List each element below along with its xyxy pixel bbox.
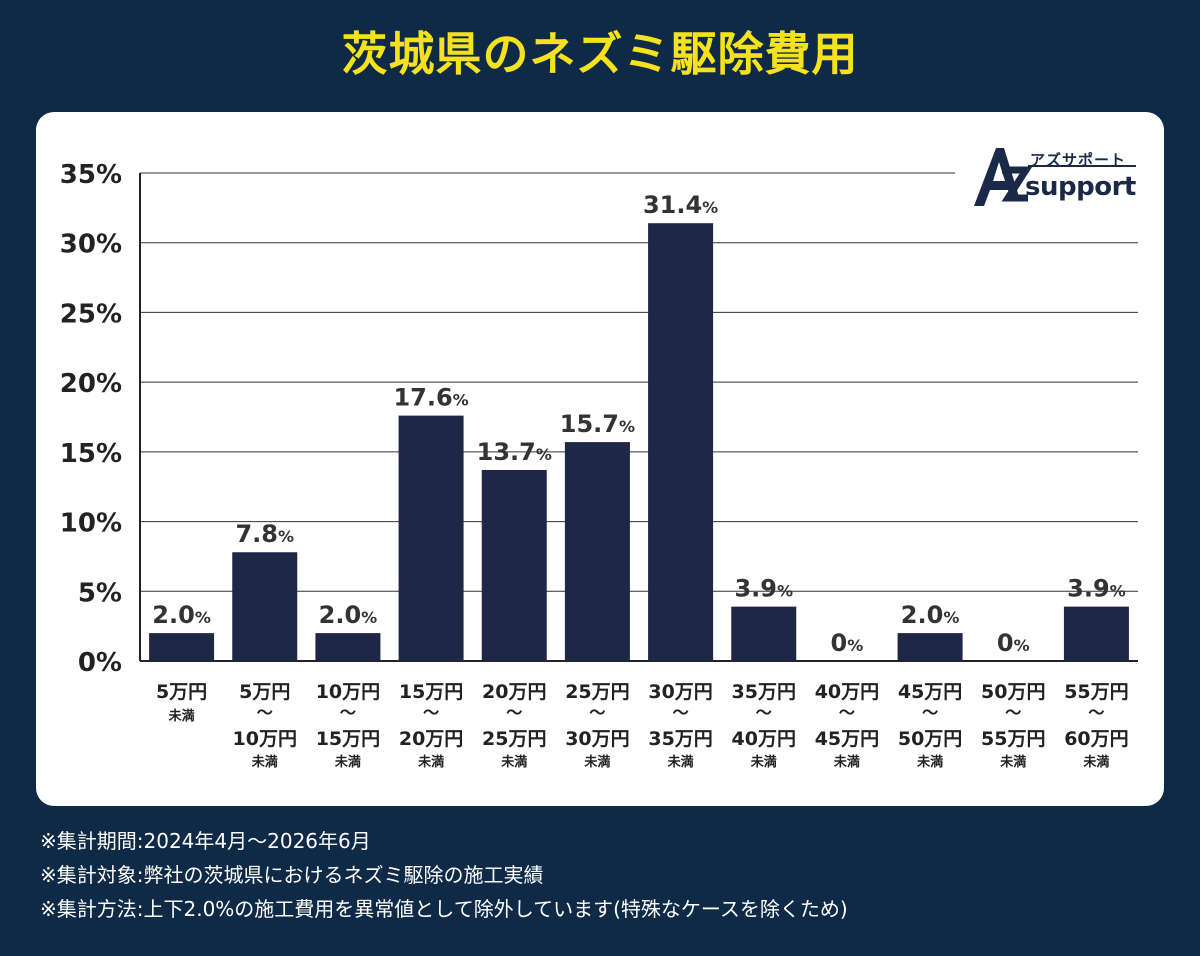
bar xyxy=(731,606,797,661)
category-label-suffix: 未満 xyxy=(334,754,361,770)
category-label-tilde: 〜 xyxy=(589,703,605,722)
category-label-high: 15万円 xyxy=(316,728,380,750)
bar xyxy=(232,552,298,661)
category-label-suffix: 未満 xyxy=(750,754,777,770)
category-label-suffix: 未満 xyxy=(916,754,943,770)
category-label-low: 5万円 xyxy=(239,681,290,703)
category-label-suffix: 未満 xyxy=(251,754,278,770)
y-tick-label: 15% xyxy=(60,439,122,469)
data-label: 2.0% xyxy=(319,601,378,629)
category-label-low: 45万円 xyxy=(898,681,962,703)
category-label-tilde: 〜 xyxy=(506,703,522,722)
y-tick-label: 20% xyxy=(60,369,122,399)
data-label: 2.0% xyxy=(152,601,211,629)
category-label-tilde: 〜 xyxy=(922,703,938,722)
category-label-high: 25万円 xyxy=(482,728,546,750)
footnotes: ※集計期間:2024年4月〜2026年6月 ※集計対象:弊社の茨城県におけるネズ… xyxy=(40,824,848,926)
data-label: 17.6% xyxy=(393,384,468,412)
data-label: 3.9% xyxy=(1067,575,1126,603)
category-label-high: 10万円 xyxy=(233,728,297,750)
bar xyxy=(648,223,714,662)
az-support-logo-icon xyxy=(974,148,1136,206)
category-label-suffix: 未満 xyxy=(667,754,694,770)
category-label-high: 55万円 xyxy=(981,728,1045,750)
category-label-low: 20万円 xyxy=(482,681,546,703)
bar xyxy=(1063,606,1129,661)
category-label-tilde: 〜 xyxy=(257,703,273,722)
category-label-high: 60万円 xyxy=(1064,728,1128,750)
y-tick-label: 5% xyxy=(78,578,122,608)
y-tick-label: 35% xyxy=(60,160,122,190)
data-label: 0% xyxy=(831,629,864,657)
category-label-suffix: 未満 xyxy=(583,754,610,770)
category-label-tilde: 〜 xyxy=(423,703,439,722)
category-label-suffix: 未満 xyxy=(999,754,1026,770)
bar xyxy=(315,633,381,661)
category-label-low: 40万円 xyxy=(815,681,879,703)
y-tick-label: 25% xyxy=(60,299,122,329)
category-label-high: 50万円 xyxy=(898,728,962,750)
category-label-high: 45万円 xyxy=(815,728,879,750)
category-label-high: 20万円 xyxy=(399,728,463,750)
y-tick-label: 0% xyxy=(78,648,122,678)
logo-kana: アズサポート xyxy=(1030,151,1127,169)
category-label-low: 15万円 xyxy=(399,681,463,703)
category-label-low: 30万円 xyxy=(648,681,712,703)
bar xyxy=(897,633,963,661)
category-label-high: 35万円 xyxy=(648,728,712,750)
category-label-suffix: 未満 xyxy=(417,754,444,770)
category-label-tilde: 〜 xyxy=(839,703,855,722)
bar xyxy=(398,415,464,661)
bar xyxy=(149,633,215,661)
y-tick-label: 30% xyxy=(60,230,122,260)
data-label: 7.8% xyxy=(235,520,294,548)
category-label-tilde: 〜 xyxy=(340,703,356,722)
data-label: 2.0% xyxy=(901,601,960,629)
category-label-low: 55万円 xyxy=(1064,681,1128,703)
category-label-suffix: 未満 xyxy=(500,754,527,770)
category-label-tilde: 〜 xyxy=(673,703,689,722)
category-label-suffix: 未満 xyxy=(833,754,860,770)
category-label-tilde: 〜 xyxy=(756,703,772,722)
category-label-tilde: 〜 xyxy=(1005,703,1021,722)
category-label-suffix: 未満 xyxy=(1082,754,1109,770)
category-label-high: 30万円 xyxy=(565,728,629,750)
category-label-tilde: 〜 xyxy=(1088,703,1104,722)
data-label: 3.9% xyxy=(734,575,793,603)
page-title: 茨城県のネズミ駆除費用 xyxy=(341,27,859,81)
note-method: ※集計方法:上下2.0%の施工費用を異常値として除外しています(特殊なケースを除… xyxy=(40,897,848,921)
category-label-low: 35万円 xyxy=(732,681,796,703)
note-target: ※集計対象:弊社の茨城県におけるネズミ駆除の施工実績 xyxy=(40,863,544,887)
bar xyxy=(481,469,547,661)
category-label-low: 25万円 xyxy=(565,681,629,703)
category-label-low: 50万円 xyxy=(981,681,1045,703)
bar xyxy=(564,442,630,661)
y-tick-label: 10% xyxy=(60,509,122,539)
data-label: 31.4% xyxy=(643,191,718,219)
category-label-high: 40万円 xyxy=(732,728,796,750)
data-label: 0% xyxy=(997,629,1030,657)
data-label: 13.7% xyxy=(477,438,552,466)
category-label-suffix: 未満 xyxy=(168,708,195,724)
logo-wordmark: support xyxy=(1025,172,1136,202)
category-label-low: 5万円 xyxy=(156,681,207,703)
category-label-low: 10万円 xyxy=(316,681,380,703)
data-label: 15.7% xyxy=(560,410,635,438)
note-period: ※集計期間:2024年4月〜2026年6月 xyxy=(40,829,371,853)
